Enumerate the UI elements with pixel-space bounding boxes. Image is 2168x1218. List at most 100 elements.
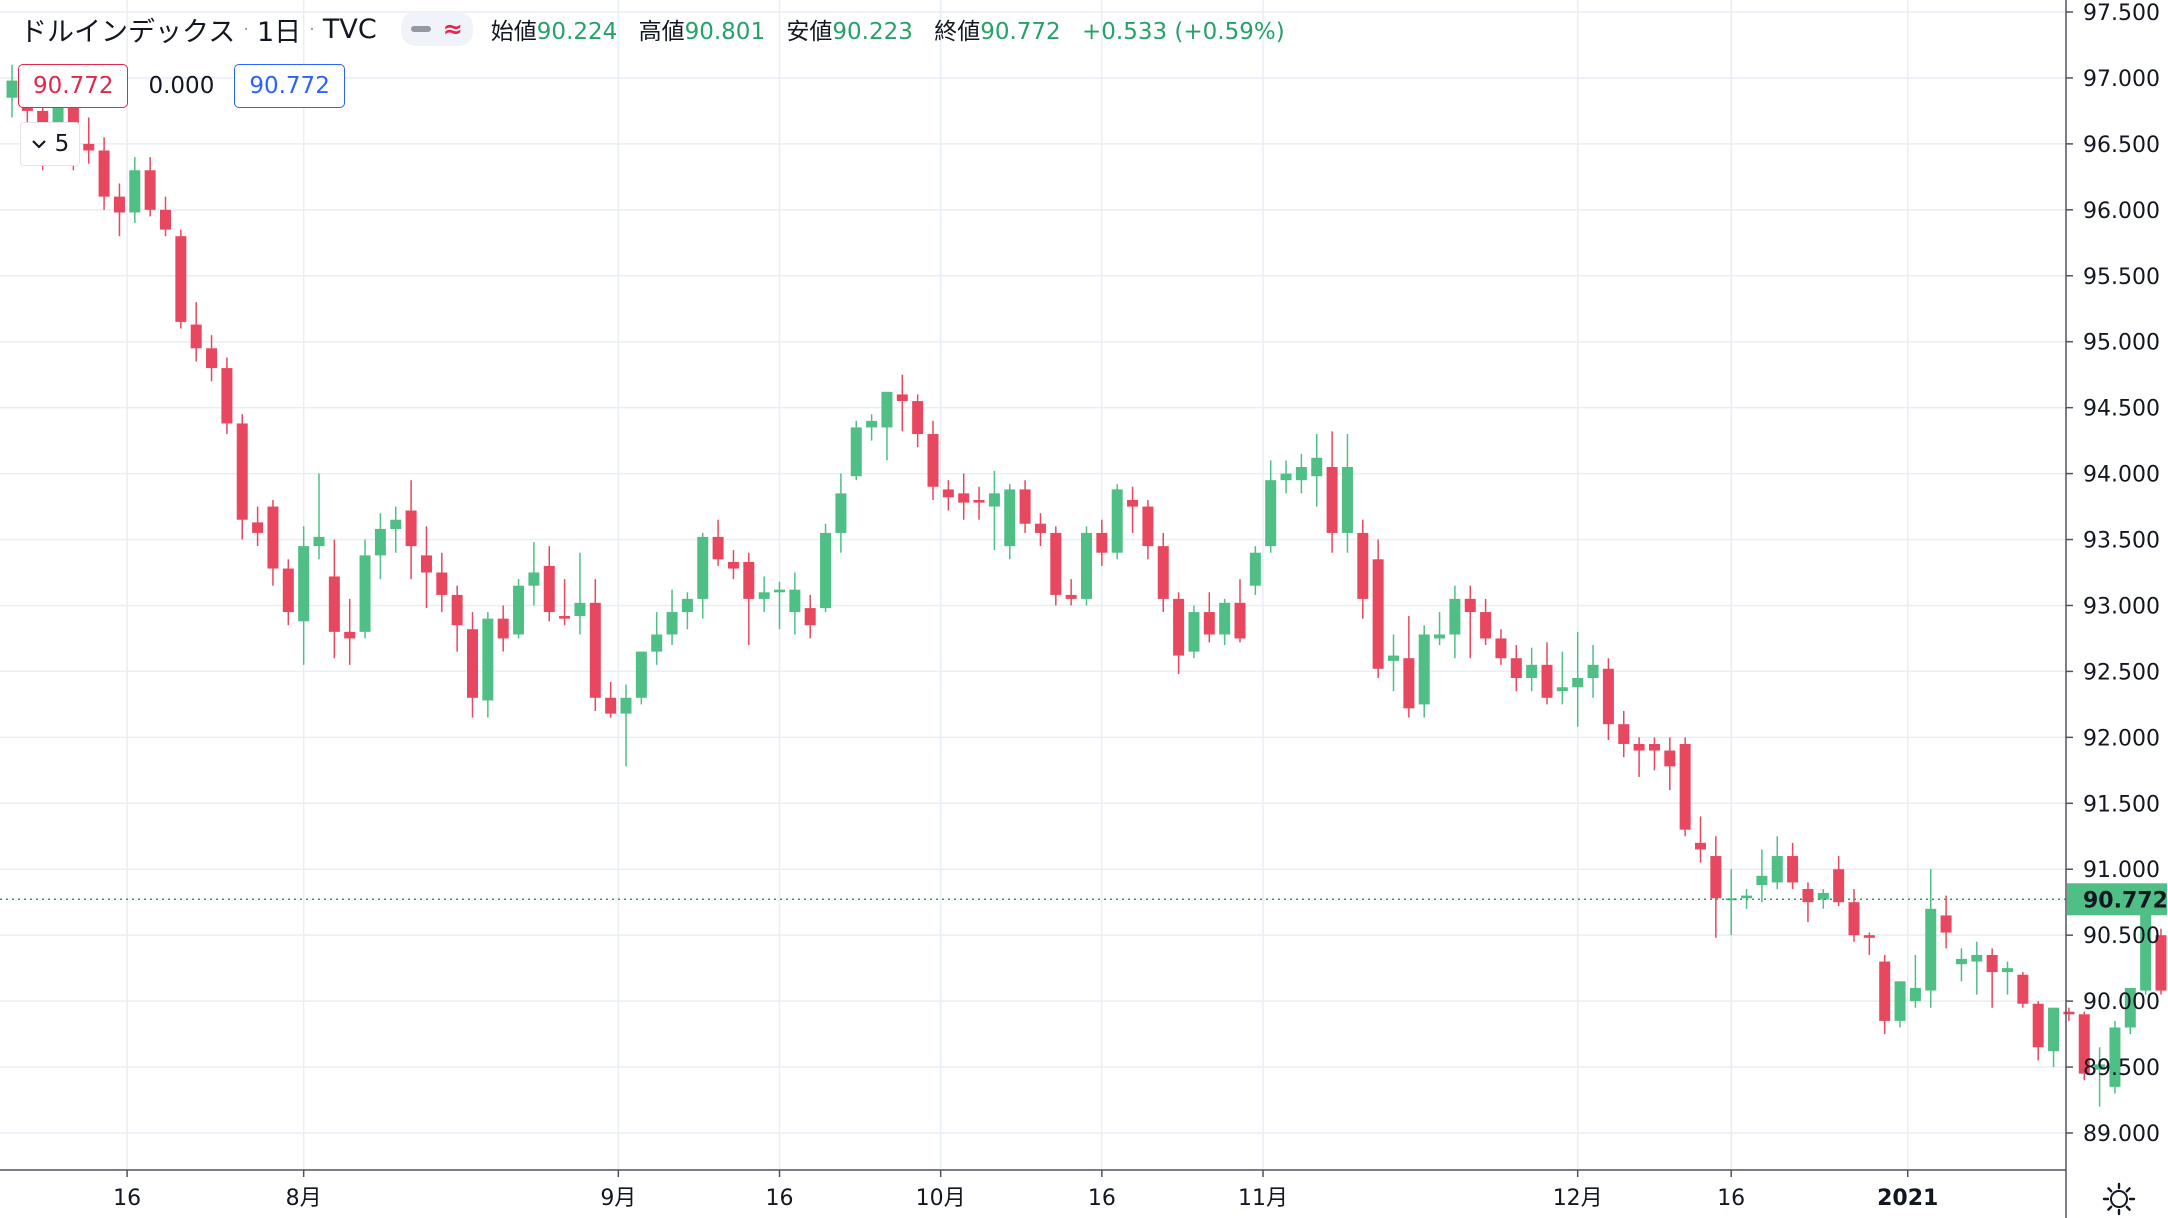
y-tick-label: 97.500 (2083, 1, 2160, 26)
candle-down (927, 434, 939, 487)
gear-icon[interactable] (2102, 1182, 2136, 1216)
close-label: 終値 (934, 19, 981, 45)
candle-down (804, 608, 816, 626)
candle-up (666, 612, 678, 635)
wave-icon[interactable]: ≈ (442, 15, 463, 43)
candle-down (451, 594, 463, 626)
candles (6, 64, 2167, 1107)
candle-down (1142, 506, 1154, 547)
x-tick-label: 16 (113, 1186, 141, 1211)
candle-up (651, 634, 663, 652)
candle-down (436, 572, 448, 595)
candle-down (712, 536, 724, 560)
y-tick-label: 91.500 (2083, 792, 2160, 817)
candle-down (2155, 935, 2167, 991)
candle-down (497, 618, 509, 639)
candle-down (1787, 856, 1799, 883)
candle-down (1173, 598, 1185, 656)
price-axis[interactable]: 97.500 97.000 96.500 96.000 95.500 95.000 94.5… (2065, 0, 2160, 1218)
candle-up (1434, 634, 1446, 639)
candle-down (206, 348, 218, 369)
candle-up (528, 572, 540, 586)
candle-down (1234, 602, 1246, 639)
candle-up (1280, 473, 1292, 481)
candle-down (2063, 1011, 2075, 1015)
quote-row: 90.772 0.000 90.772 (18, 64, 345, 108)
open-value: 90.224 (536, 19, 618, 45)
candle-down (2032, 1003, 2044, 1048)
y-tick-label: 96.500 (2083, 133, 2160, 158)
chart-grid (0, 0, 2066, 1170)
candle-down (1940, 915, 1952, 933)
candle-down (1986, 954, 1998, 973)
candle-up (1572, 678, 1584, 688)
candle-up (789, 589, 801, 613)
candle-up (513, 585, 525, 635)
candle-up (1111, 489, 1123, 553)
candle-up (835, 493, 847, 533)
chart-legend: ドルインデックス · 1日 · TVC ≈ 始値90.224 高値90.801 … (20, 8, 1285, 50)
candle-down (896, 394, 908, 402)
indicator-toggles[interactable]: ≈ (400, 12, 473, 46)
y-tick-label: 89.500 (2083, 1056, 2160, 1081)
candle-down (1510, 658, 1522, 679)
candle-down (605, 697, 617, 714)
candle-down (113, 196, 125, 213)
candle-up (758, 592, 770, 599)
low-value: 90.223 (832, 19, 913, 45)
y-tick-label: 93.000 (2083, 594, 2160, 619)
candle-up (2140, 911, 2152, 991)
time-axis[interactable]: 16 8月 9月 16 10月 16 11月 12月 16 2021 (0, 1169, 2066, 1211)
candle-down (282, 568, 294, 613)
candle-up (1925, 908, 1937, 991)
y-tick-label: 90.000 (2083, 990, 2160, 1015)
candle-up (6, 80, 18, 98)
candle-up (774, 589, 785, 593)
chevron-down-icon (31, 140, 46, 149)
y-tick-label: 91.000 (2083, 858, 2160, 883)
candle-up (988, 493, 1000, 507)
legend-separator: · (243, 18, 249, 40)
collapse-indicators-button[interactable]: 5 (20, 122, 80, 166)
y-tick-label: 89.000 (2083, 1122, 2160, 1147)
candle-down (1633, 743, 1645, 751)
hide-icon[interactable] (410, 26, 431, 32)
candle-up (1909, 987, 1921, 1002)
candle-down (1464, 598, 1476, 613)
candle-up (1295, 466, 1307, 481)
candle-up (1388, 655, 1399, 661)
candle-up (635, 651, 647, 698)
interval-label[interactable]: 1日 (256, 16, 302, 48)
y-tick-label: 93.500 (2083, 529, 2160, 554)
candle-down (144, 170, 156, 210)
open-label: 始値 (490, 19, 537, 45)
candle-down (236, 423, 248, 520)
candle-down (2078, 1014, 2090, 1074)
candle-up (697, 536, 709, 599)
candle-up (1249, 552, 1261, 586)
candle-down (1203, 612, 1215, 635)
candle-down (1648, 743, 1660, 751)
candle-down (83, 143, 95, 151)
candle-up (1955, 958, 1967, 965)
candle-up (2002, 968, 2013, 973)
candle-up (1219, 602, 1231, 635)
candle-down (1541, 664, 1553, 698)
spread-value: 0.000 (148, 73, 215, 99)
y-tick-label: 97.000 (2083, 67, 2160, 92)
candle-down (1879, 961, 1891, 1021)
candle-down (912, 401, 924, 435)
candle-down (344, 631, 356, 639)
last-price-tag (2067, 883, 2167, 916)
candle-up (1741, 895, 1753, 899)
buy-price-button[interactable]: 90.772 (234, 64, 345, 108)
sell-price-button[interactable]: 90.772 (18, 64, 129, 108)
candle-down (1357, 532, 1369, 599)
symbol-name[interactable]: ドルインデックス (20, 16, 236, 48)
candle-down (420, 555, 432, 573)
legend-separator: · (309, 18, 315, 40)
candle-down (1495, 638, 1507, 659)
y-tick-label: 94.000 (2083, 463, 2160, 488)
candle-up (820, 532, 832, 609)
